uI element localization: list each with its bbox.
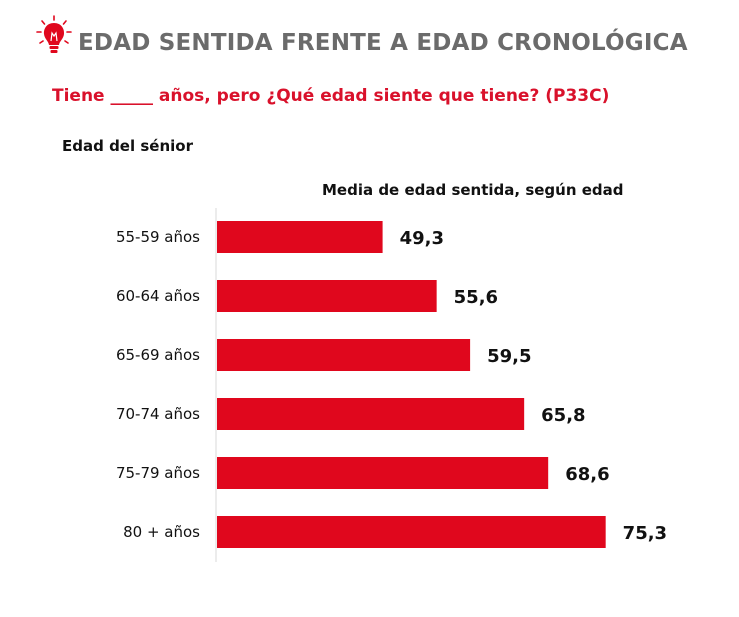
question-subtitle: Tiene _____ años, pero ¿Qué edad siente … — [52, 86, 610, 106]
bar — [217, 398, 525, 430]
value-label: 59,5 — [487, 346, 531, 367]
lightbulb-icon — [36, 15, 72, 53]
category-label: 55-59 años — [116, 228, 200, 246]
category-label: 80 + años — [123, 523, 200, 541]
category-label: 60-64 años — [116, 287, 200, 305]
chart-title: Media de edad sentida, según edad — [322, 181, 624, 199]
y-axis-title: Edad del sénior — [62, 137, 193, 155]
value-label: 75,3 — [623, 523, 667, 544]
bar — [217, 280, 437, 312]
value-label: 65,8 — [541, 405, 585, 426]
page-title: EDAD SENTIDA FRENTE A EDAD CRONOLÓGICA — [78, 30, 688, 56]
category-label: 75-79 años — [116, 464, 200, 482]
bar — [217, 457, 549, 489]
bar — [217, 339, 471, 371]
bar — [217, 221, 383, 253]
bar — [217, 516, 606, 548]
category-label: 65-69 años — [116, 346, 200, 364]
value-label: 55,6 — [454, 287, 498, 308]
value-label: 49,3 — [400, 228, 444, 249]
value-label: 68,6 — [565, 464, 609, 485]
category-label: 70-74 años — [116, 405, 200, 423]
